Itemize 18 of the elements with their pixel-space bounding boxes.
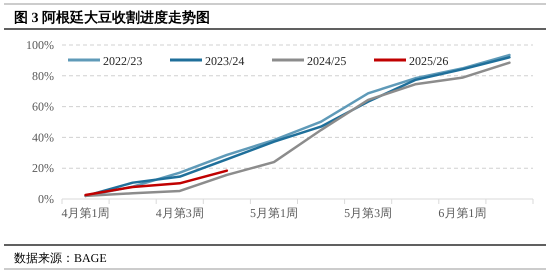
y-tick-label: 60% [32, 100, 54, 114]
x-tick-label: 4月第3周 [156, 206, 204, 220]
y-tick-label: 80% [32, 68, 54, 83]
x-tick-label: 6月第1周 [438, 206, 486, 220]
line-series [84, 169, 228, 196]
x-tick-label: 4月第1周 [62, 206, 110, 220]
legend-label: 2025/26 [409, 54, 448, 68]
y-tick-label: 100% [26, 38, 54, 52]
y-tick-label: 20% [32, 161, 54, 176]
legend-label: 2023/24 [205, 54, 244, 68]
source-note: 数据来源：BAGE [14, 251, 107, 265]
legend-label: 2022/23 [103, 54, 142, 68]
legend-label: 2024/25 [307, 54, 346, 68]
y-tick-label: 0% [38, 192, 54, 206]
chart-title: 图 3 阿根廷大豆收割进度走势图 [14, 9, 210, 26]
x-tick-label: 5月第3周 [344, 206, 392, 220]
y-tick-label: 40% [32, 130, 54, 144]
x-tick-label: 5月第1周 [250, 206, 298, 220]
